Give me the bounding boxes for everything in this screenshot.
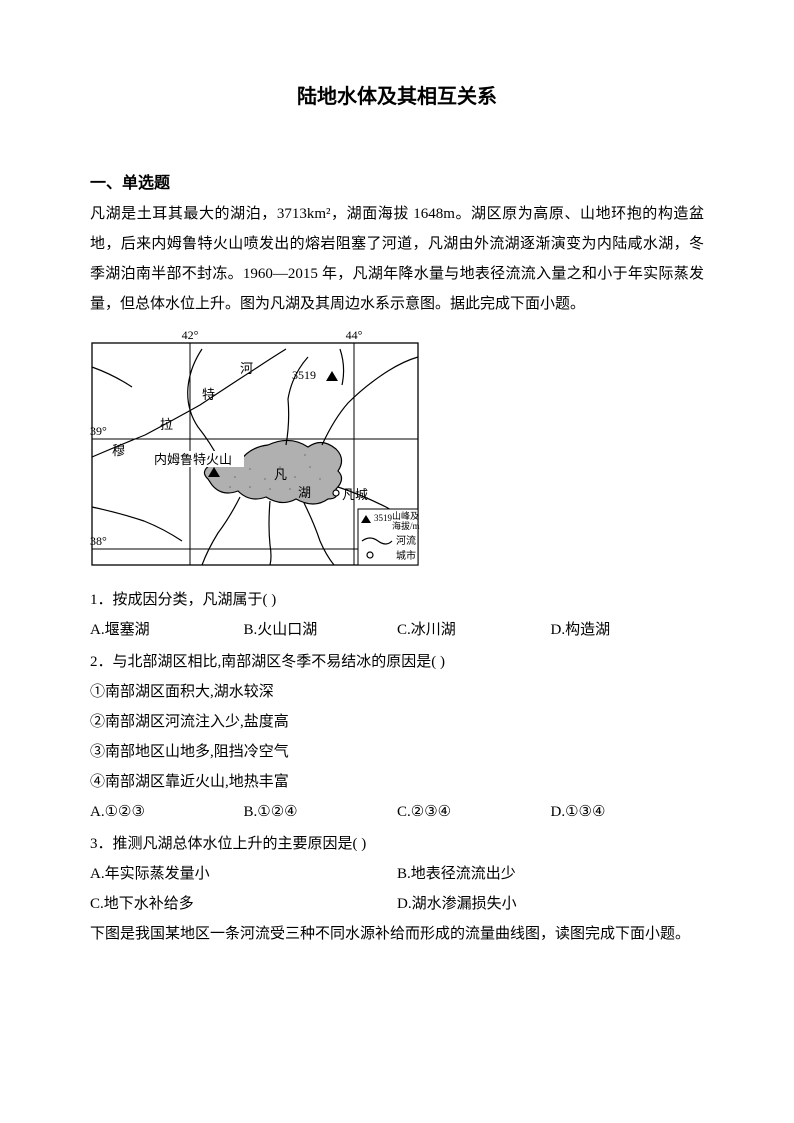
city-label: 凡城	[342, 487, 368, 502]
lat-label-39: 39°	[90, 424, 107, 438]
q3-option-c[interactable]: C.地下水补给多	[90, 889, 397, 919]
lake-char-2: 湖	[298, 485, 311, 500]
peak-label: 3519	[292, 368, 316, 382]
q2-option-d[interactable]: D.①③④	[551, 797, 705, 827]
legend-peak-l1: 山峰及	[392, 511, 419, 521]
river-char-4: 穆	[112, 443, 125, 458]
q2-s3: ③南部地区山地多,阻挡冷空气	[90, 737, 704, 767]
q2-option-c[interactable]: C.②③④	[397, 797, 551, 827]
river-char-3: 拉	[160, 417, 173, 432]
lon-label-42: 42°	[182, 328, 199, 342]
q1-option-c[interactable]: C.冰川湖	[397, 615, 551, 645]
q2-s2: ②南部湖区河流注入少,盐度高	[90, 707, 704, 737]
map-svg: 42° 44° 39° 38°	[90, 327, 420, 581]
q3-options-row2: C.地下水补给多 D.湖水渗漏损失小	[90, 889, 704, 919]
q2-option-b[interactable]: B.①②④	[244, 797, 398, 827]
legend-peak-value: 3519	[374, 513, 393, 523]
section-heading: 一、单选题	[90, 169, 704, 193]
passage-1: 凡湖是土耳其最大的湖泊，3713km²，湖面海拔 1648m。湖区原为高原、山地…	[90, 199, 704, 319]
q3-option-a[interactable]: A.年实际蒸发量小	[90, 859, 397, 889]
lat-label-38: 38°	[90, 534, 107, 548]
q2-s4: ④南部湖区靠近火山,地热丰富	[90, 767, 704, 797]
q2-s1: ①南部湖区面积大,湖水较深	[90, 677, 704, 707]
lake-char-1: 凡	[274, 467, 287, 482]
river-char-1: 河	[240, 361, 253, 376]
volcano-label: 内姆鲁特火山	[154, 452, 232, 467]
legend-river-label: 河流	[396, 534, 416, 547]
river-char-2: 特	[202, 387, 215, 402]
legend-city-label: 城市	[396, 549, 416, 562]
q3-stem: 3．推测凡湖总体水位上升的主要原因是( )	[90, 829, 704, 859]
q3-option-d[interactable]: D.湖水渗漏损失小	[397, 889, 704, 919]
q1-option-d[interactable]: D.构造湖	[551, 615, 705, 645]
q2-option-a[interactable]: A.①②③	[90, 797, 244, 827]
peak-icon	[326, 371, 338, 381]
q1-options: A.堰塞湖 B.火山口湖 C.冰川湖 D.构造湖	[90, 615, 704, 645]
page-title: 陆地水体及其相互关系	[90, 80, 704, 109]
map-figure: 42° 44° 39° 38°	[90, 327, 704, 581]
q1-option-a[interactable]: A.堰塞湖	[90, 615, 244, 645]
lon-label-44: 44°	[346, 328, 363, 342]
q2-options: A.①②③ B.①②④ C.②③④ D.①③④	[90, 797, 704, 827]
city-icon	[333, 490, 339, 496]
passage-2: 下图是我国某地区一条河流受三种不同水源补给而形成的流量曲线图，读图完成下面小题。	[90, 919, 704, 949]
q3-option-b[interactable]: B.地表径流流出少	[397, 859, 704, 889]
q1-option-b[interactable]: B.火山口湖	[244, 615, 398, 645]
legend-peak-l2: 海拔/m	[392, 520, 420, 531]
q2-stem: 2．与北部湖区相比,南部湖区冬季不易结冰的原因是( )	[90, 647, 704, 677]
legend-city-icon	[367, 552, 373, 558]
lake-shape	[204, 440, 341, 504]
q1-stem: 1．按成因分类，凡湖属于( )	[90, 585, 704, 615]
q3-options-row1: A.年实际蒸发量小 B.地表径流流出少	[90, 859, 704, 889]
